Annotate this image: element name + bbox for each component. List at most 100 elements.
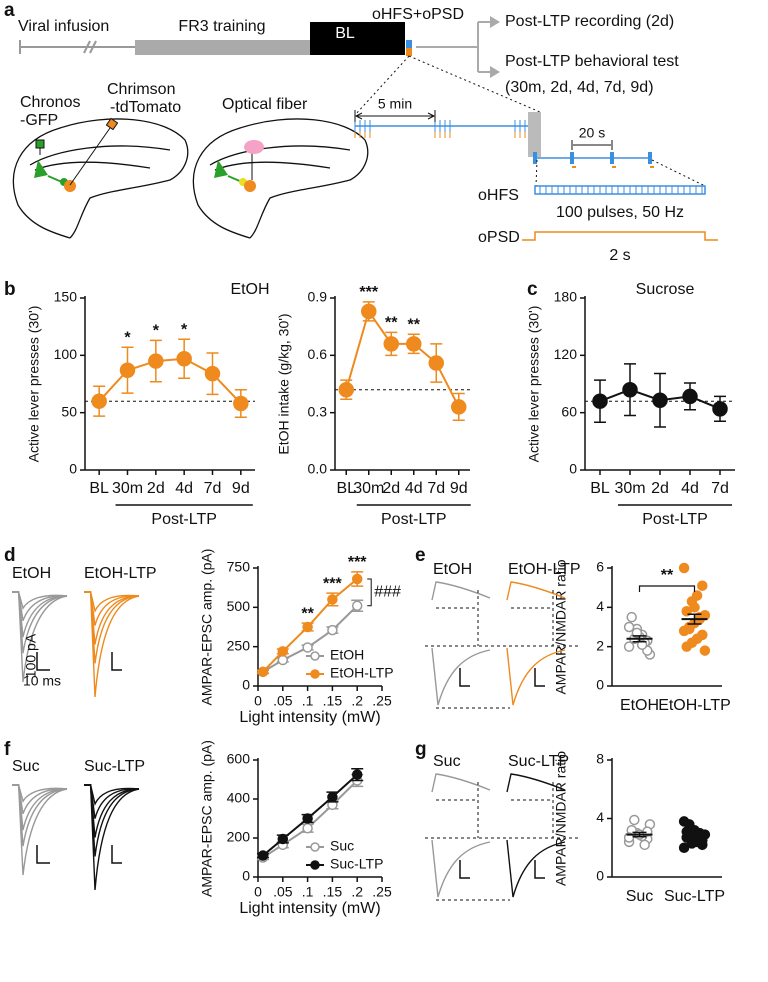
error-bar	[687, 835, 702, 841]
protocol-label: oPSD	[478, 229, 520, 246]
trace	[12, 591, 68, 683]
x-tick-label: .25	[372, 693, 392, 709]
y-axis-label: Active lever presses (30')	[26, 306, 42, 463]
chart-title: Sucrose	[636, 281, 695, 298]
trace	[84, 784, 140, 857]
trace	[431, 647, 491, 706]
y-tick-label: 6	[596, 559, 604, 575]
point	[697, 580, 708, 591]
scale-bar	[459, 860, 470, 879]
x-tick-label: 2d	[651, 480, 669, 497]
chart: 0 50 100 150 Active lever presses (30') BL 30m…	[26, 281, 270, 528]
point	[277, 646, 289, 657]
timeline-label: FR3 training	[178, 18, 265, 35]
point	[629, 814, 640, 826]
x-tick-label: EtOH	[620, 697, 659, 714]
point	[626, 611, 637, 623]
protocol: 5 min 20 s oHFS 100 pulses, 50 Hz oPSD 2…	[354, 55, 718, 264]
y-axis-label: EtOH intake (g/kg, 30')	[276, 313, 292, 454]
scale-label: 100 pA	[23, 633, 39, 678]
point	[148, 353, 164, 369]
protocol-label: 100 pulses, 50 Hz	[556, 204, 684, 221]
point	[302, 621, 313, 633]
x-tick-label: 30m	[614, 480, 645, 497]
legend-label: Suc-LTP	[330, 856, 383, 872]
point	[302, 823, 313, 834]
y-axis-label: Active lever presses (30')	[526, 306, 542, 463]
legend-marker	[310, 860, 320, 870]
legend-label: EtOH-LTP	[330, 665, 394, 681]
x-tick-label: 0	[254, 693, 262, 709]
scale-label: 10 ms	[23, 673, 61, 689]
y-tick-label: 180	[554, 289, 578, 305]
x-tick-label: 2d	[147, 480, 165, 497]
x-tick-label: 9d	[450, 480, 468, 497]
point	[351, 573, 363, 585]
y-tick-label: 0	[596, 677, 604, 693]
x-tick-label: 2d	[382, 480, 400, 497]
legend-marker	[310, 842, 320, 852]
x-tick-label: .15	[323, 884, 343, 900]
timeline-label: oHFS+oPSD	[372, 6, 464, 23]
label: Chrimson	[107, 81, 175, 98]
x-tick-label: 4d	[175, 480, 193, 497]
guide	[511, 590, 554, 646]
outcome-label: Post-LTP recording (2d)	[505, 13, 674, 30]
x-axis-label: Light intensity (mW)	[239, 709, 380, 726]
y-tick-label: 0.3	[308, 403, 328, 419]
timeline-label: BL	[335, 25, 355, 42]
y-axis-label: AMPAR/NMDAR ratio	[553, 751, 569, 886]
x-tick-label: 7d	[711, 480, 729, 497]
y-tick-label: 400	[227, 790, 251, 806]
protocol-label: 5 min	[378, 96, 412, 112]
comparison-bracket	[367, 578, 372, 607]
y-tick-label: 0.9	[308, 289, 328, 305]
x-tick-label: BL	[336, 480, 356, 497]
trace	[431, 581, 491, 601]
point	[592, 393, 608, 409]
y-tick-label: 150	[54, 289, 78, 305]
chart-title: EtOH	[230, 281, 269, 298]
point	[176, 351, 192, 367]
point	[406, 336, 422, 352]
point	[652, 392, 668, 408]
trace	[506, 839, 566, 898]
y-tick-label: 4	[596, 809, 604, 825]
trace-label: EtOH-LTP	[508, 561, 581, 578]
scale-bar	[111, 652, 122, 671]
legend-label: Suc	[330, 838, 354, 854]
trace	[12, 784, 68, 815]
chart: 0.0 0.3 0.6 0.9 EtOH intake (g/kg, 30') BL30m…	[276, 284, 471, 528]
chart: 0 4 8 AMPAR/NMDAR ratio Suc Suc-LTP Suc Suc-LTP	[425, 751, 725, 905]
x-tick-label: Suc	[626, 888, 654, 905]
protocol-label: 20 s	[579, 125, 605, 141]
y-tick-label: 50	[61, 403, 77, 419]
scale-bar	[36, 845, 50, 864]
point	[622, 381, 638, 398]
guide	[436, 782, 479, 838]
point	[302, 813, 313, 824]
chart: 0 250 500 750 AMPAR-EPSC amp. (pA) 0 .05 .1 .15.…	[12, 549, 401, 726]
error-bar	[687, 613, 702, 625]
label: -tdTomato	[110, 99, 181, 116]
point	[338, 381, 354, 398]
x-tick-label: .05	[273, 693, 293, 709]
panel-letter: g	[415, 739, 427, 760]
legend-marker	[310, 669, 320, 679]
x-tick-label: .25	[372, 884, 392, 900]
significance: **	[661, 567, 674, 584]
trace	[12, 591, 68, 622]
trace	[431, 773, 491, 793]
y-tick-label: 0	[242, 868, 250, 884]
point	[327, 594, 338, 605]
significance: ***	[359, 284, 378, 301]
panel-letter: c	[527, 279, 538, 300]
y-tick-label: 750	[227, 559, 251, 575]
trace	[12, 784, 68, 876]
series-line	[345, 309, 460, 408]
point	[257, 666, 269, 678]
legend-marker	[310, 651, 320, 661]
scale-bar	[459, 668, 470, 687]
legend-label: EtOH	[330, 647, 364, 663]
trace	[84, 591, 140, 698]
